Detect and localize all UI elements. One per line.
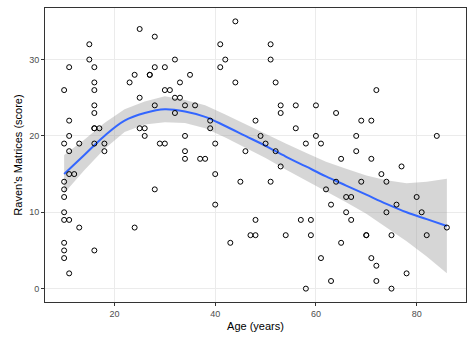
svg-text:0: 0	[34, 284, 39, 294]
svg-text:20: 20	[29, 131, 39, 141]
svg-text:30: 30	[29, 55, 39, 65]
svg-text:20: 20	[109, 309, 119, 319]
svg-text:Age (years): Age (years)	[227, 320, 284, 332]
svg-text:Raven's Matrices (score): Raven's Matrices (score)	[12, 94, 24, 215]
svg-text:80: 80	[412, 309, 422, 319]
svg-text:40: 40	[210, 309, 220, 319]
svg-text:60: 60	[311, 309, 321, 319]
svg-text:10: 10	[29, 207, 39, 217]
